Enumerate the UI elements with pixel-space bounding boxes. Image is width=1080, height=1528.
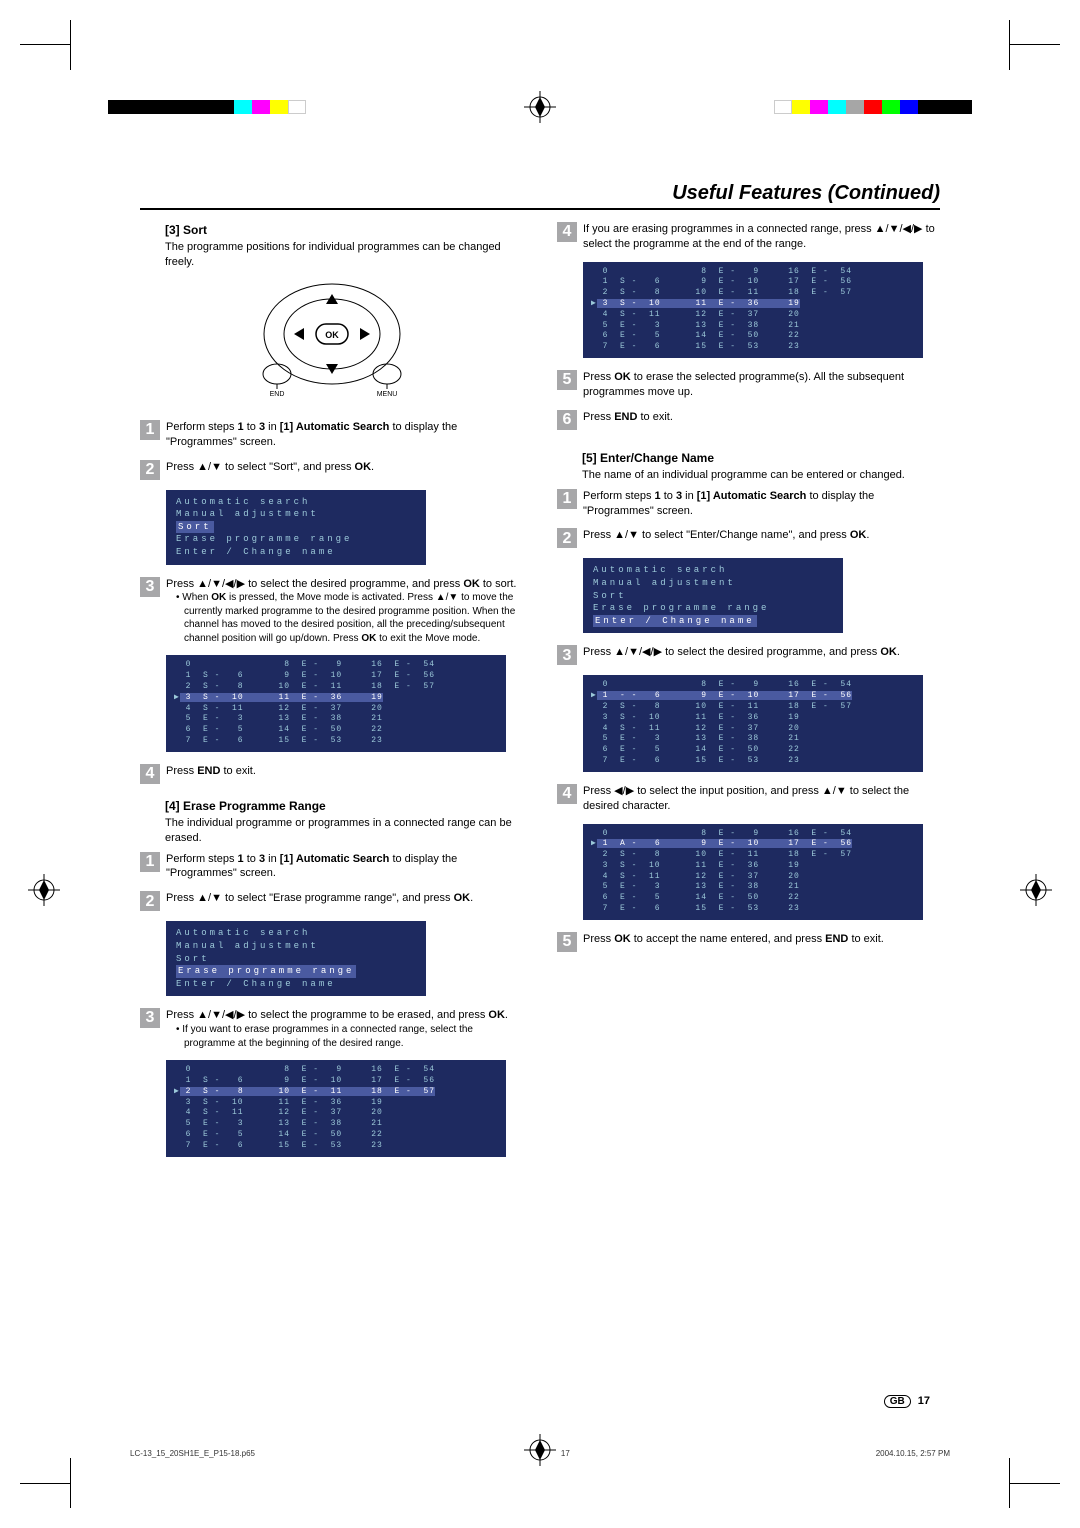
print-color-bars xyxy=(0,100,1080,124)
step-number: 3 xyxy=(140,577,160,597)
meta-mid: 17 xyxy=(561,1449,570,1458)
menu-screenshot-erase: Automatic searchManual adjustmentSortEra… xyxy=(166,921,426,996)
file-metadata: LC-13_15_20SH1E_E_P15-18.p65 17 2004.10.… xyxy=(130,1449,950,1458)
step-number: 6 xyxy=(557,410,577,430)
step-number: 3 xyxy=(140,1008,160,1028)
change-step5: 5 Press OK to accept the name entered, a… xyxy=(557,932,940,952)
sort-heading: [3] Sort xyxy=(165,222,523,238)
step-number: 2 xyxy=(140,891,160,911)
programme-table: 0 8 E - 9 16 E - 54 1 S - 6 9 E - 10 17 … xyxy=(166,1060,506,1156)
erase-step6: 6 Press END to exit. xyxy=(557,410,940,430)
registration-mark-icon xyxy=(24,870,64,910)
step-number: 4 xyxy=(140,764,160,784)
change-step1: 1 Perform steps 1 to 3 in [1] Automatic … xyxy=(557,489,940,519)
page-footer: GB 17 xyxy=(884,1395,930,1408)
svg-text:END: END xyxy=(269,391,284,398)
step-number: 4 xyxy=(557,784,577,804)
registration-mark-icon xyxy=(1016,870,1056,910)
programme-table: 0 8 E - 9 16 E - 54 1 S - 6 9 E - 10 17 … xyxy=(583,262,923,358)
step-number: 2 xyxy=(140,460,160,480)
step-number: 1 xyxy=(557,489,577,509)
svg-text:MENU: MENU xyxy=(376,391,397,398)
erase-step1: 1 Perform steps 1 to 3 in [1] Automatic … xyxy=(140,852,523,882)
sort-step3: 3 Press ▲/▼/◀/▶ to select the desired pr… xyxy=(140,577,523,646)
step-number: 5 xyxy=(557,370,577,390)
sort-step4: 4 Press END to exit. xyxy=(140,764,523,784)
svg-text:OK: OK xyxy=(325,330,339,340)
right-column: 4 If you are erasing programmes in a con… xyxy=(557,222,940,1169)
left-column: [3] Sort The programme positions for ind… xyxy=(140,222,523,1169)
change-heading: [5] Enter/Change Name xyxy=(582,450,940,466)
erase-step4: 4 If you are erasing programmes in a con… xyxy=(557,222,940,252)
change-step4: 4 Press ◀/▶ to select the input position… xyxy=(557,784,940,814)
step-number: 1 xyxy=(140,852,160,872)
programme-table: 0 8 E - 9 16 E - 54 ▶ 1 A - 6 9 E - 10 1… xyxy=(583,824,923,920)
step-number: 3 xyxy=(557,645,577,665)
step-number: 4 xyxy=(557,222,577,242)
step-number: 5 xyxy=(557,932,577,952)
erase-intro: The individual programme or programmes i… xyxy=(165,816,523,846)
change-step2: 2 Press ▲/▼ to select "Enter/Change name… xyxy=(557,528,940,548)
erase-heading: [4] Erase Programme Range xyxy=(165,798,523,814)
meta-date: 2004.10.15, 2:57 PM xyxy=(876,1449,950,1458)
page-number: 17 xyxy=(918,1395,930,1407)
erase-step3: 3 Press ▲/▼/◀/▶ to select the programme … xyxy=(140,1008,523,1050)
erase-step2: 2 Press ▲/▼ to select "Erase programme r… xyxy=(140,891,523,911)
programme-table: 0 8 E - 9 16 E - 54 1 S - 6 9 E - 10 17 … xyxy=(166,655,506,751)
remote-illustration: OK END MENU xyxy=(242,276,422,406)
step-number: 2 xyxy=(557,528,577,548)
programme-table: 0 8 E - 9 16 E - 54 ▶ 1 - - 6 9 E - 10 1… xyxy=(583,675,923,771)
page-content: [3] Sort The programme positions for ind… xyxy=(140,200,940,1169)
step-number: 1 xyxy=(140,420,160,440)
sort-intro: The programme positions for individual p… xyxy=(165,240,523,270)
erase-step5: 5 Press OK to erase the selected program… xyxy=(557,370,940,400)
menu-screenshot-sort: Automatic searchManual adjustmentSortEra… xyxy=(166,490,426,565)
menu-screenshot-change: Automatic searchManual adjustmentSortEra… xyxy=(583,558,843,633)
change-step3: 3 Press ▲/▼/◀/▶ to select the desired pr… xyxy=(557,645,940,665)
change-intro: The name of an individual programme can … xyxy=(582,468,940,483)
registration-mark-icon xyxy=(520,87,560,127)
sort-step1: 1 Perform steps 1 to 3 in [1] Automatic … xyxy=(140,420,523,450)
meta-file: LC-13_15_20SH1E_E_P15-18.p65 xyxy=(130,1449,255,1458)
gb-badge: GB xyxy=(884,1395,911,1408)
sort-step2: 2 Press ▲/▼ to select "Sort", and press … xyxy=(140,460,523,480)
